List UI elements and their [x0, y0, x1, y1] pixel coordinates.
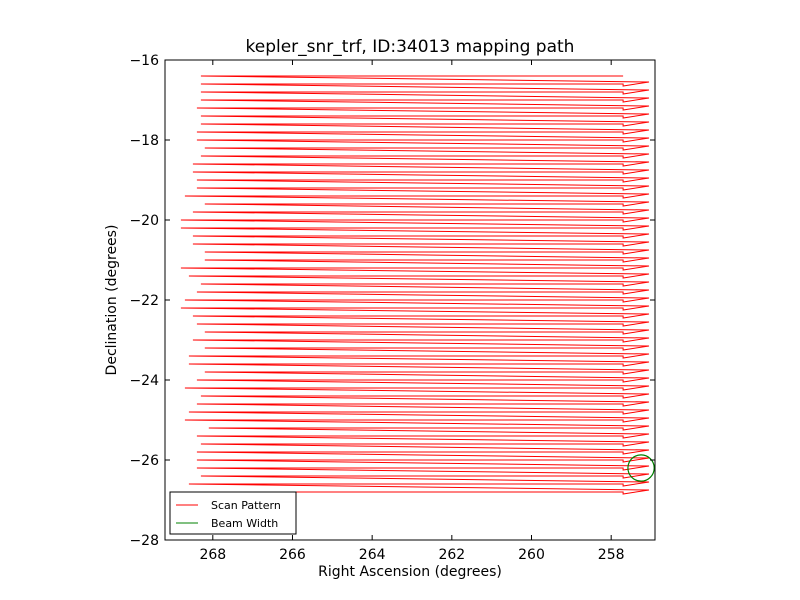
- legend-scan-pattern-label: Scan Pattern: [211, 499, 281, 512]
- legend-beam-width-label: Beam Width: [211, 517, 278, 530]
- axis-ticks: 268 266 264 262 260 258 −16 −18 −20 −22 −24 −26 −28: [129, 53, 655, 563]
- scan-pattern-line: [180, 75, 650, 495]
- x-tick-label: 268: [199, 547, 226, 563]
- y-tick-label: −16: [129, 53, 159, 69]
- chart-title: kepler_snr_trf, ID:34013 mapping path: [246, 37, 575, 57]
- legend-box: [169, 491, 297, 535]
- x-tick-label: 260: [518, 547, 545, 563]
- y-tick-label: −26: [129, 453, 159, 469]
- y-tick-label: −20: [129, 213, 159, 229]
- x-tick-label: 264: [359, 547, 386, 563]
- y-tick-label: −28: [129, 533, 159, 549]
- x-axis-title: Right Ascension (degrees): [318, 564, 502, 580]
- y-tick-label: −24: [129, 373, 159, 389]
- legend: Scan Pattern Beam Width: [169, 491, 297, 535]
- x-tick-label: 266: [279, 547, 306, 563]
- x-tick-label: 262: [438, 547, 465, 563]
- x-tick-label: 258: [598, 547, 625, 563]
- scan-pattern-series: [180, 75, 650, 495]
- y-tick-label: −18: [129, 133, 159, 149]
- beam-width-circle: [627, 454, 655, 482]
- y-axis-title: Declination (degrees): [104, 225, 120, 376]
- y-tick-label: −22: [129, 293, 159, 309]
